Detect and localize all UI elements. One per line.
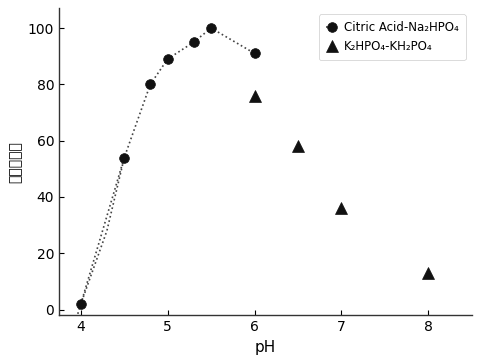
K₂HPO₄-KH₂PO₄ <box>295 144 301 148</box>
K₂HPO₄-KH₂PO₄ <box>425 271 431 275</box>
Y-axis label: 相对酶活力: 相对酶活力 <box>8 141 23 183</box>
X-axis label: pH: pH <box>255 340 276 355</box>
Legend: Citric Acid-Na₂HPO₄, K₂HPO₄-KH₂PO₄: Citric Acid-Na₂HPO₄, K₂HPO₄-KH₂PO₄ <box>319 14 466 60</box>
Citric Acid-Na₂HPO₄ <box>78 302 84 306</box>
Citric Acid-Na₂HPO₄ <box>147 82 153 86</box>
Line: K₂HPO₄-KH₂PO₄: K₂HPO₄-KH₂PO₄ <box>249 90 434 278</box>
Citric Acid-Na₂HPO₄ <box>208 26 214 30</box>
Citric Acid-Na₂HPO₄ <box>165 57 170 61</box>
Citric Acid-Na₂HPO₄ <box>252 51 257 56</box>
Line: Citric Acid-Na₂HPO₄: Citric Acid-Na₂HPO₄ <box>76 23 259 309</box>
K₂HPO₄-KH₂PO₄ <box>252 93 257 98</box>
Citric Acid-Na₂HPO₄ <box>191 40 197 44</box>
Citric Acid-Na₂HPO₄ <box>121 155 127 160</box>
K₂HPO₄-KH₂PO₄ <box>338 206 344 211</box>
